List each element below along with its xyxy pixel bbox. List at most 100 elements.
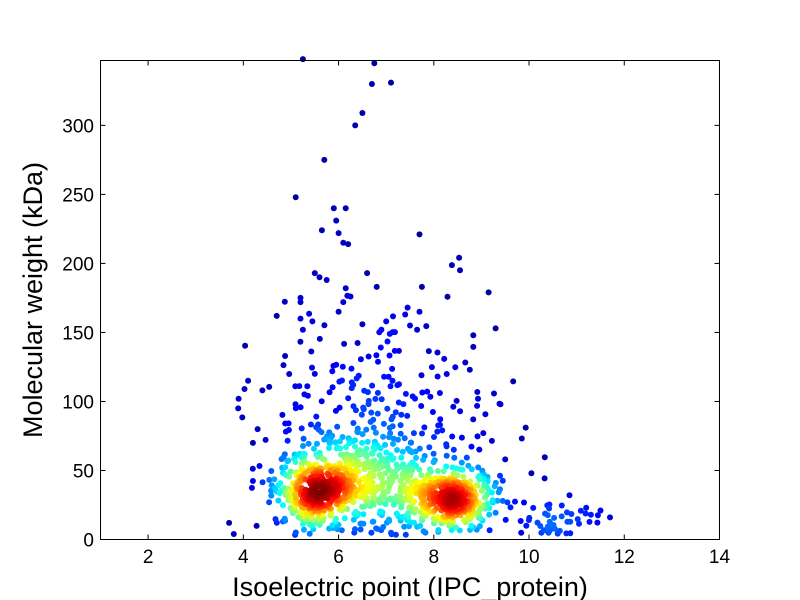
x-axis-label: Isoelectric point (IPC_protein) bbox=[232, 572, 588, 600]
data-point bbox=[546, 505, 553, 512]
x-tick-label: 12 bbox=[614, 547, 635, 568]
data-point bbox=[383, 318, 390, 325]
data-point bbox=[248, 484, 255, 491]
data-point bbox=[491, 390, 497, 397]
data-point bbox=[421, 496, 428, 503]
data-point bbox=[475, 395, 481, 402]
data-point bbox=[468, 443, 475, 450]
y-tick-label: 150 bbox=[62, 323, 94, 344]
data-point bbox=[344, 292, 351, 299]
data-point bbox=[392, 409, 399, 416]
data-point bbox=[352, 407, 359, 414]
data-point bbox=[384, 405, 391, 412]
data-point bbox=[332, 515, 339, 522]
data-point bbox=[582, 510, 589, 517]
data-point bbox=[435, 422, 442, 429]
data-point bbox=[316, 335, 323, 342]
data-point bbox=[316, 274, 323, 281]
data-point bbox=[266, 499, 273, 506]
data-point bbox=[326, 389, 333, 396]
data-point bbox=[413, 454, 419, 461]
data-point bbox=[352, 443, 358, 450]
data-point bbox=[427, 393, 434, 400]
data-point bbox=[332, 439, 339, 446]
data-point bbox=[517, 518, 524, 524]
data-point bbox=[259, 479, 266, 486]
data-point bbox=[304, 383, 311, 390]
data-point bbox=[556, 527, 563, 534]
data-point bbox=[416, 466, 423, 473]
data-point bbox=[448, 262, 455, 269]
data-point bbox=[404, 412, 411, 419]
data-point bbox=[373, 352, 380, 359]
data-point bbox=[442, 494, 449, 501]
data-point bbox=[226, 519, 233, 526]
data-point bbox=[297, 294, 304, 301]
data-point bbox=[292, 459, 299, 465]
data-point bbox=[563, 530, 570, 537]
data-point bbox=[435, 527, 442, 533]
data-point bbox=[304, 510, 311, 517]
data-point bbox=[373, 525, 380, 532]
data-point bbox=[285, 420, 292, 427]
data-point bbox=[344, 506, 351, 512]
data-point bbox=[492, 325, 499, 332]
data-point bbox=[574, 516, 581, 523]
data-point bbox=[368, 409, 375, 416]
data-point bbox=[400, 401, 407, 408]
data-point bbox=[541, 475, 548, 482]
data-point bbox=[391, 347, 398, 354]
data-point bbox=[245, 377, 252, 384]
data-point bbox=[253, 522, 260, 529]
data-point bbox=[259, 387, 266, 394]
data-point bbox=[389, 377, 396, 384]
data-point bbox=[475, 464, 482, 471]
data-point bbox=[457, 408, 464, 415]
data-point bbox=[288, 494, 294, 501]
data-point bbox=[388, 79, 394, 86]
data-point bbox=[371, 466, 378, 473]
data-point bbox=[336, 438, 343, 445]
data-point bbox=[439, 427, 446, 434]
data-point bbox=[470, 332, 477, 339]
data-point bbox=[372, 395, 379, 402]
data-point bbox=[292, 529, 299, 536]
data-point bbox=[389, 456, 396, 463]
data-point bbox=[416, 445, 423, 452]
data-point bbox=[368, 529, 375, 536]
data-point bbox=[558, 502, 565, 509]
data-point bbox=[297, 299, 304, 306]
data-point bbox=[385, 373, 392, 380]
data-point bbox=[390, 440, 396, 447]
data-point bbox=[375, 358, 381, 365]
data-point bbox=[395, 347, 402, 354]
data-point bbox=[329, 368, 336, 375]
data-point bbox=[374, 410, 381, 417]
data-point bbox=[336, 404, 343, 411]
data-point bbox=[412, 506, 419, 513]
data-point bbox=[342, 285, 349, 292]
data-point bbox=[360, 511, 367, 518]
data-point bbox=[387, 495, 394, 502]
data-point bbox=[398, 411, 405, 418]
data-point bbox=[384, 338, 391, 345]
data-point bbox=[385, 516, 392, 523]
data-point bbox=[296, 383, 303, 390]
data-point bbox=[378, 326, 385, 333]
data-point bbox=[443, 463, 450, 470]
data-point bbox=[476, 523, 483, 530]
data-point bbox=[443, 443, 450, 450]
data-point bbox=[341, 340, 348, 347]
data-point bbox=[394, 382, 401, 389]
data-point bbox=[285, 427, 292, 433]
data-point bbox=[544, 523, 551, 530]
data-point bbox=[399, 448, 406, 455]
data-point bbox=[256, 463, 263, 469]
data-point bbox=[360, 406, 367, 413]
data-point bbox=[397, 493, 404, 500]
x-axis-ticks: 2 4 6 8 10 12 14 bbox=[143, 60, 730, 568]
data-point bbox=[249, 439, 256, 446]
data-point bbox=[273, 312, 280, 319]
data-point bbox=[421, 424, 428, 431]
data-point bbox=[306, 521, 313, 528]
